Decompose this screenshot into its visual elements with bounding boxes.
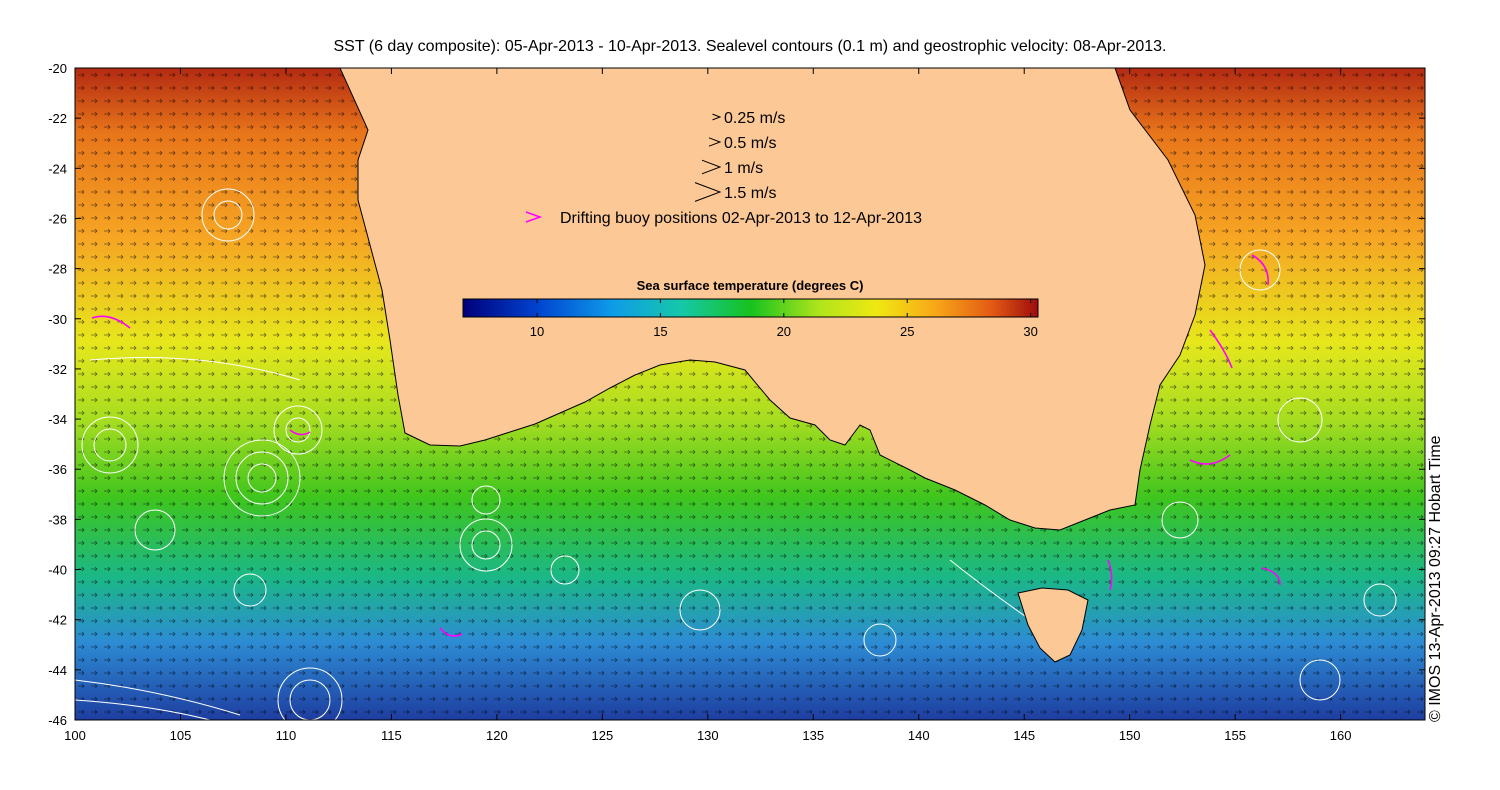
y-axis: -20 -22 -24 -26 -28 -30 -32 -34 -36 -38 -40 -42 -44 -… bbox=[48, 61, 1425, 728]
y-tick-label: -20 bbox=[48, 61, 67, 76]
y-tick-label: -22 bbox=[48, 111, 67, 126]
x-axis: 100 105 110 115 120 125 130 135 140 145 150 155 160 bbox=[64, 68, 1351, 743]
y-tick-label: -30 bbox=[48, 312, 67, 327]
y-tick-label: -36 bbox=[48, 462, 67, 477]
velocity-legend-label: 0.25 m/s bbox=[724, 110, 785, 127]
buoy-legend: Drifting buoy positions 02-Apr-2013 to 1… bbox=[525, 210, 922, 227]
x-tick-label: 120 bbox=[486, 728, 508, 743]
x-tick-label: 115 bbox=[381, 728, 402, 743]
map-title: SST (6 day composite): 05-Apr-2013 - 10-… bbox=[333, 38, 1167, 55]
x-tick-label: 100 bbox=[64, 728, 86, 743]
colorbar-tick-label: 10 bbox=[530, 324, 544, 339]
y-tick-label: -42 bbox=[48, 613, 67, 628]
y-tick-label: -24 bbox=[48, 161, 67, 176]
sealevel-contours bbox=[75, 188, 1397, 720]
y-tick-label: -44 bbox=[48, 663, 67, 678]
x-tick-label: 140 bbox=[908, 728, 930, 743]
buoy-legend-icon bbox=[525, 211, 543, 223]
velocity-legend-arrow bbox=[708, 137, 722, 147]
colorbar: Sea surface temperature (degrees C) 10 15… bbox=[462, 278, 1039, 339]
x-tick-label: 160 bbox=[1330, 728, 1352, 743]
colorbar-tick-label: 25 bbox=[900, 324, 914, 339]
colorbar-tick-label: 15 bbox=[653, 324, 667, 339]
x-tick-label: 155 bbox=[1224, 728, 1246, 743]
colorbar-title: Sea surface temperature (degrees C) bbox=[637, 278, 864, 293]
velocity-legend-arrow bbox=[694, 182, 722, 202]
x-tick-label: 125 bbox=[591, 728, 613, 743]
plot-frame bbox=[74, 67, 1426, 721]
velocity-legend-arrow bbox=[701, 159, 722, 175]
velocity-legend-label: 0.5 m/s bbox=[724, 135, 776, 152]
imos-credit: © IMOS 13-Apr-2013 09:27 Hobart Time bbox=[1427, 435, 1444, 722]
velocity-legend-label: 1 m/s bbox=[724, 160, 763, 177]
y-tick-label: -32 bbox=[48, 362, 67, 377]
y-tick-label: -40 bbox=[48, 563, 67, 578]
buoy-legend-label: Drifting buoy positions 02-Apr-2013 to 1… bbox=[560, 210, 922, 227]
x-tick-label: 145 bbox=[1013, 728, 1035, 743]
velocity-legend-arrow bbox=[712, 113, 722, 121]
y-tick-label: -26 bbox=[48, 211, 67, 226]
colorbar-tick-label: 30 bbox=[1023, 324, 1037, 339]
velocity-legend-label: 1.5 m/s bbox=[724, 185, 776, 202]
x-tick-label: 105 bbox=[170, 728, 192, 743]
colorbar-tick-label: 20 bbox=[777, 324, 791, 339]
y-tick-label: -38 bbox=[48, 512, 67, 527]
velocity-legend: 0.25 m/s 0.5 m/s 1 m/s 1.5 m/s bbox=[694, 110, 785, 202]
x-tick-label: 130 bbox=[697, 728, 719, 743]
x-tick-label: 135 bbox=[802, 728, 824, 743]
x-tick-label: 110 bbox=[276, 728, 297, 743]
colorbar-gradient bbox=[462, 298, 1039, 318]
y-tick-label: -28 bbox=[48, 262, 67, 277]
y-tick-label: -46 bbox=[48, 713, 67, 728]
y-tick-label: -34 bbox=[48, 412, 67, 427]
x-tick-label: 150 bbox=[1119, 728, 1141, 743]
drifting-buoy-tracks bbox=[91, 254, 1281, 637]
